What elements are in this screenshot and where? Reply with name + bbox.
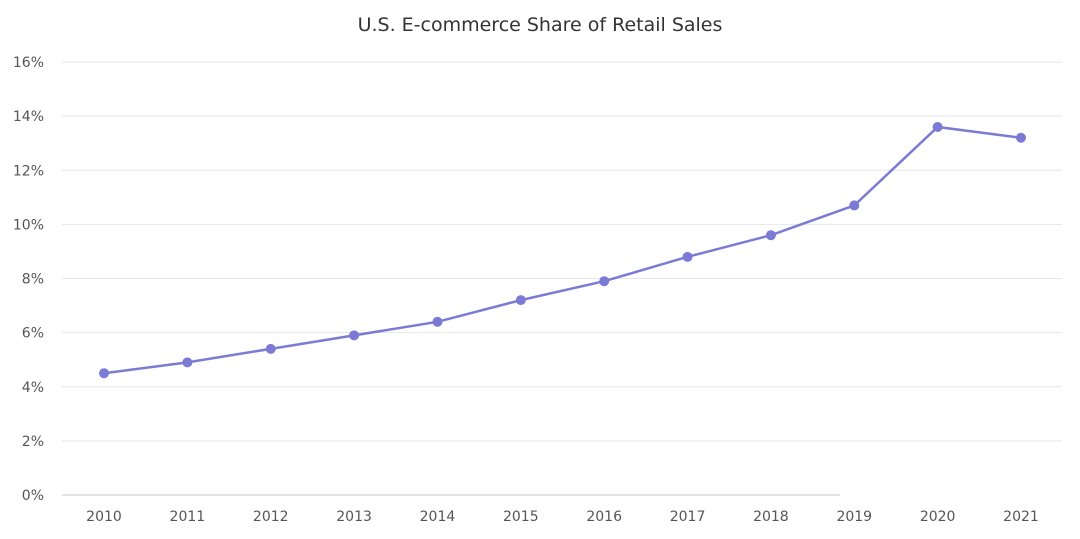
x-tick-label: 2018	[753, 509, 789, 525]
data-point	[349, 330, 360, 341]
data-point	[265, 343, 276, 354]
x-tick-label: 2012	[253, 509, 289, 525]
x-tick-label: 2017	[670, 509, 706, 525]
data-point	[515, 295, 526, 306]
y-tick-label: 8%	[22, 272, 44, 288]
x-tick-label: 2015	[503, 509, 539, 525]
chart-title: U.S. E-commerce Share of Retail Sales	[357, 14, 723, 36]
data-point	[682, 251, 693, 262]
x-tick-label: 2014	[420, 509, 456, 525]
series-line	[103, 125, 1022, 375]
x-axis-ticks: 2010 2011 2012 2013 2014 2015 2016 2017 2018 2019…	[86, 509, 1039, 525]
data-point	[599, 276, 610, 287]
y-tick-label: 4%	[22, 380, 44, 396]
y-axis-ticks: 0% 2% 4% 6% 8% 10% 12% 14% 16%	[13, 55, 44, 504]
x-tick-label: 2016	[586, 509, 622, 525]
x-tick-label: 2010	[86, 509, 122, 525]
x-tick-label: 2019	[836, 509, 872, 525]
data-point	[182, 357, 193, 368]
y-tick-label: 0%	[22, 488, 44, 504]
y-tick-label: 14%	[13, 109, 44, 125]
data-point	[849, 200, 860, 211]
data-point	[432, 316, 443, 327]
data-point	[932, 121, 943, 132]
x-tick-label: 2011	[170, 509, 206, 525]
y-tick-label: 12%	[13, 163, 44, 179]
x-tick-label: 2013	[336, 509, 372, 525]
data-point	[765, 230, 776, 241]
data-point	[1016, 132, 1026, 143]
x-tick-label: 2021	[1003, 509, 1039, 525]
grid-lines	[62, 61, 1062, 496]
y-tick-label: 10%	[13, 217, 44, 233]
y-tick-label: 6%	[22, 326, 44, 342]
y-tick-label: 16%	[13, 55, 44, 71]
data-point	[99, 368, 109, 379]
y-tick-label: 2%	[22, 434, 44, 450]
x-tick-label: 2020	[920, 509, 956, 525]
series-layer	[99, 121, 1026, 379]
